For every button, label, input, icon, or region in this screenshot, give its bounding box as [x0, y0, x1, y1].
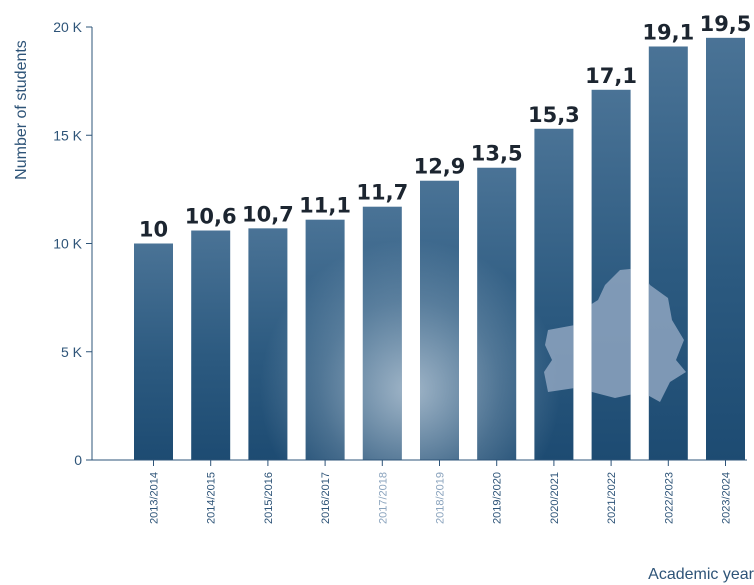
x-tick-label: 2016/2017	[320, 472, 332, 524]
x-tick-label: 2021/2022	[606, 472, 618, 524]
y-tick-label: 15 K	[53, 127, 82, 143]
x-tick-label: 2023/2024	[721, 472, 733, 524]
data-label: 11,1	[299, 194, 351, 218]
x-tick-label: 2022/2023	[663, 472, 675, 524]
data-label: 15,3	[528, 103, 580, 127]
data-label: 13,5	[471, 142, 523, 166]
data-label: 12,9	[414, 155, 466, 179]
data-label: 17,1	[585, 64, 637, 88]
y-tick-label: 5 K	[61, 344, 83, 360]
x-tick-label: 2014/2015	[206, 472, 218, 524]
data-label: 10,6	[185, 205, 237, 229]
y-axis-title: Number of students	[13, 40, 30, 180]
y-tick-label: 0	[74, 452, 82, 468]
data-label: 19,5	[700, 12, 752, 36]
data-label: 11,7	[356, 181, 408, 205]
x-axis: 2013/2014 2014/2015 2015/2016 2016/2017 2017…	[92, 459, 747, 524]
x-tick-label: 2018/2019	[435, 472, 447, 524]
data-label: 19,1	[642, 20, 694, 44]
x-tick-label: 2020/2021	[549, 472, 561, 524]
y-tick-label: 20 K	[53, 19, 82, 35]
data-label: 10,7	[242, 202, 294, 226]
data-label: 10	[139, 218, 168, 242]
x-tick-label: 2019/2020	[492, 472, 504, 524]
x-tick-label: 2017/2018	[377, 472, 389, 524]
x-tick-label: 2015/2016	[263, 472, 275, 524]
y-tick-label: 10 K	[53, 236, 82, 252]
x-axis-title: Academic year	[648, 566, 754, 583]
y-axis: 0 5 K 10 K 15 K 20 K	[53, 19, 93, 468]
x-tick-label: 2013/2014	[149, 472, 161, 524]
data-labels-group: 10 10,6 10,7 11,111,712,913,515,317,119,1 19…	[139, 12, 752, 242]
